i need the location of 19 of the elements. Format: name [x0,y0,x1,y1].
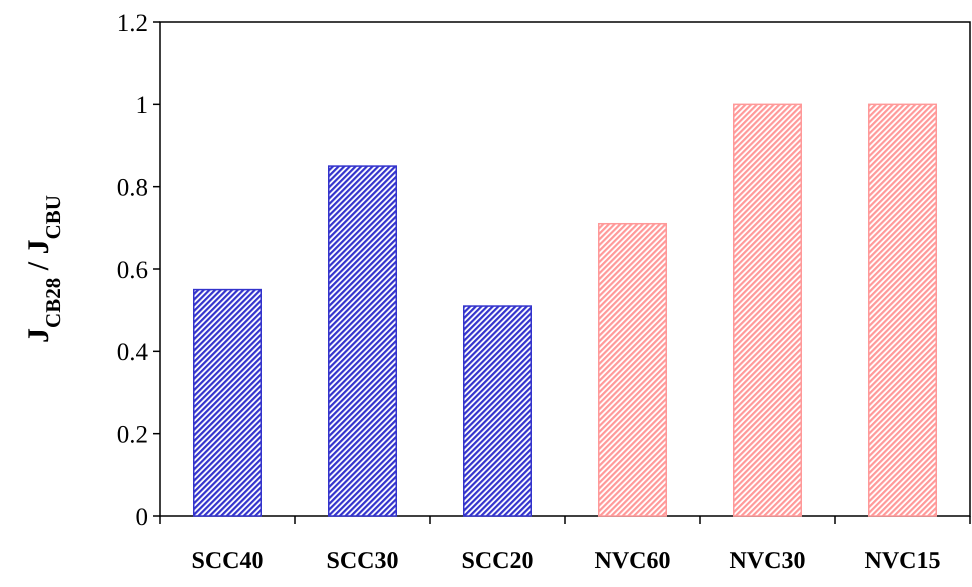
x-tick-label: SCC30 [326,548,399,574]
x-tick-label: NVC15 [864,548,940,574]
x-tick-label: NVC60 [594,548,670,574]
bar [868,104,937,517]
bar [193,288,262,517]
y-tick-label: 0.2 [116,421,148,448]
x-tick-label: NVC30 [730,548,806,574]
bar [598,222,667,517]
y-tick-label: 0.6 [116,256,148,284]
y-tick-label: 0 [136,504,148,531]
bar [733,104,802,517]
x-tick-label: SCC40 [191,548,264,574]
y-tick-label: 1.2 [116,10,148,37]
y-tick-label: 0.4 [116,339,148,366]
x-tick-label: SCC20 [461,548,534,574]
bar [328,165,397,517]
bar [463,305,532,517]
y-tick-label: 1 [136,92,148,120]
y-tick-label: 0.8 [116,174,148,202]
